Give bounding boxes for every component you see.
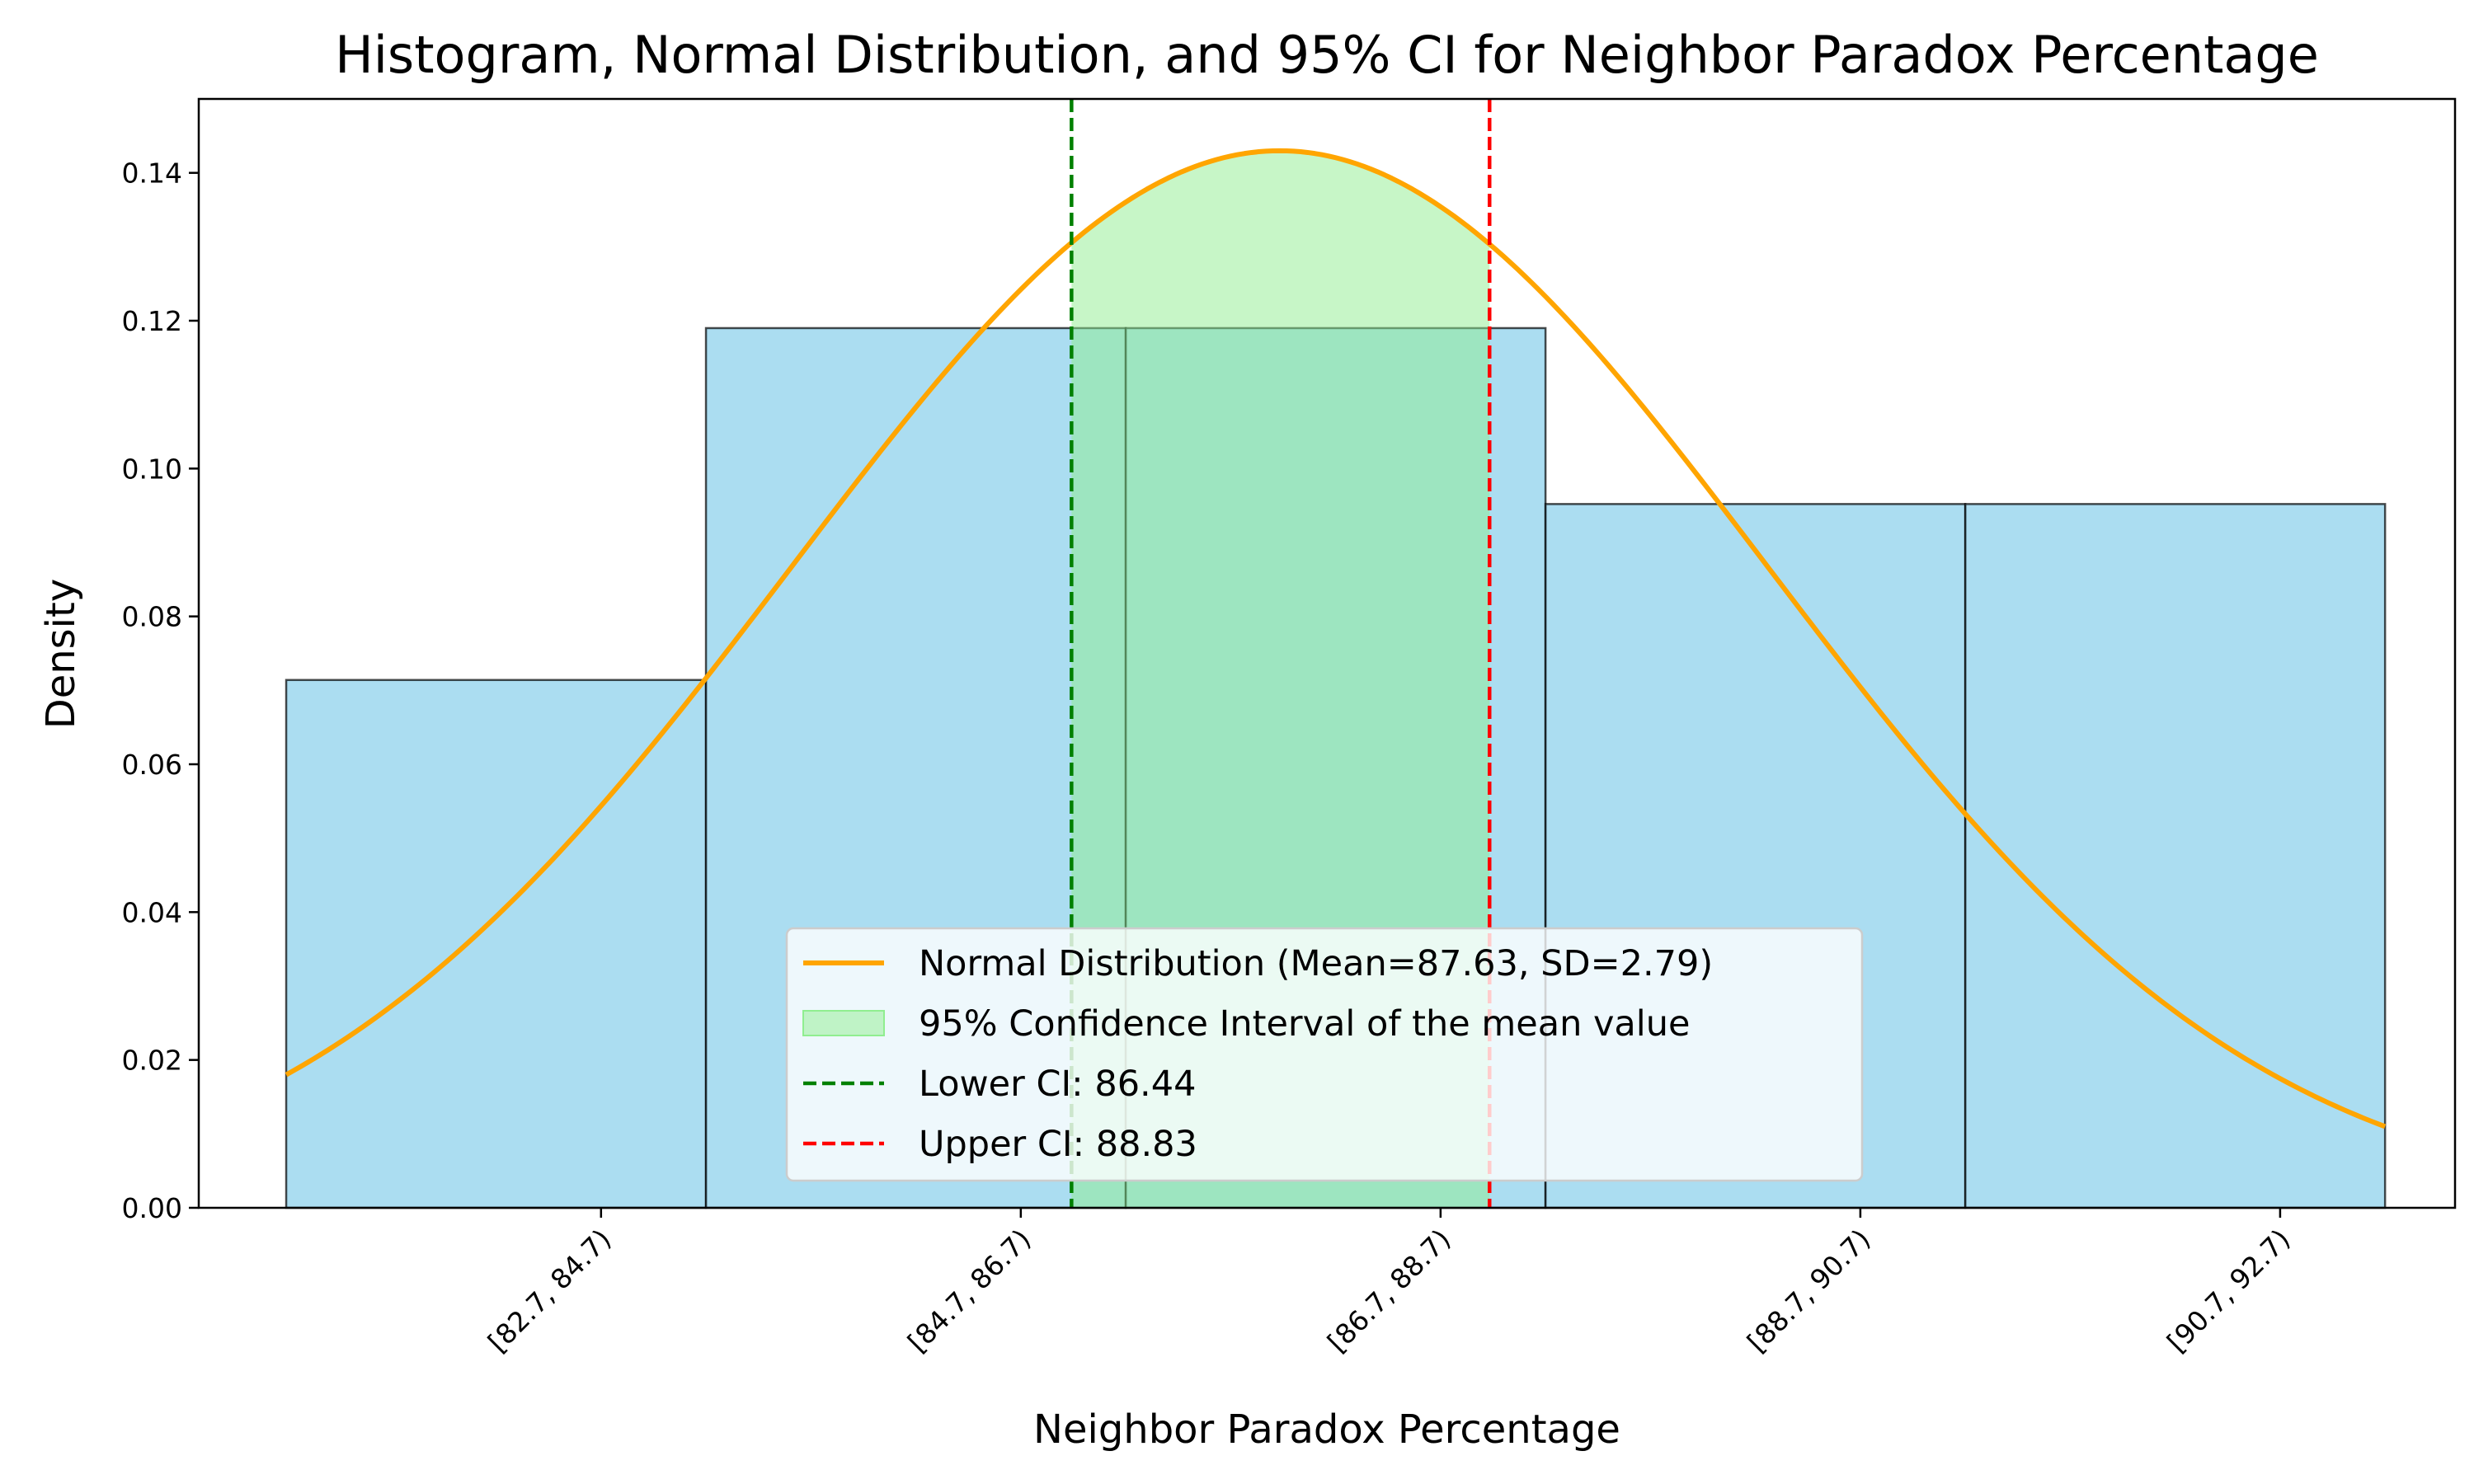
normal-distribution-curve xyxy=(285,148,2387,1129)
chart-title: Histogram, Normal Distribution, and 95% … xyxy=(335,25,2319,85)
y-tick-label: 0.04 xyxy=(122,896,182,928)
x-tick-label: [88.7, 90.7) xyxy=(1741,1223,1877,1359)
y-tick-label: 0.12 xyxy=(122,305,182,337)
y-tick-label: 0.10 xyxy=(122,453,182,485)
legend-box xyxy=(785,927,1864,1182)
legend-patch-swatch xyxy=(802,1010,885,1036)
x-tick-label: [86.7, 88.7) xyxy=(1321,1223,1457,1359)
x-tick-label: [90.7, 92.7) xyxy=(2161,1223,2297,1359)
x-axis-label: Neighbor Paradox Percentage xyxy=(1033,1407,1620,1453)
legend-entry-label: Lower CI: 86.44 xyxy=(919,1064,1196,1105)
legend-entry-label: 95% Confidence Interval of the mean valu… xyxy=(919,1003,1690,1045)
y-axis-label: Density xyxy=(38,579,84,729)
legend: Normal Distribution (Mean=87.63, SD=2.79… xyxy=(785,927,1864,1182)
y-tick-label: 0.00 xyxy=(122,1192,182,1224)
x-tick-label: [84.7, 86.7) xyxy=(901,1223,1037,1359)
x-tick-label: [82.7, 84.7) xyxy=(482,1223,618,1359)
histogram-bar-5 xyxy=(1964,503,2387,1209)
y-tick-label: 0.06 xyxy=(122,749,182,781)
legend-entry-label: Normal Distribution (Mean=87.63, SD=2.79… xyxy=(919,943,1713,984)
plot-frame xyxy=(197,97,2457,1209)
y-tick-label: 0.14 xyxy=(122,157,182,190)
legend-entry-label: Upper CI: 88.83 xyxy=(919,1124,1197,1165)
y-tick-label: 0.02 xyxy=(122,1045,182,1077)
y-tick-label: 0.08 xyxy=(122,601,182,633)
